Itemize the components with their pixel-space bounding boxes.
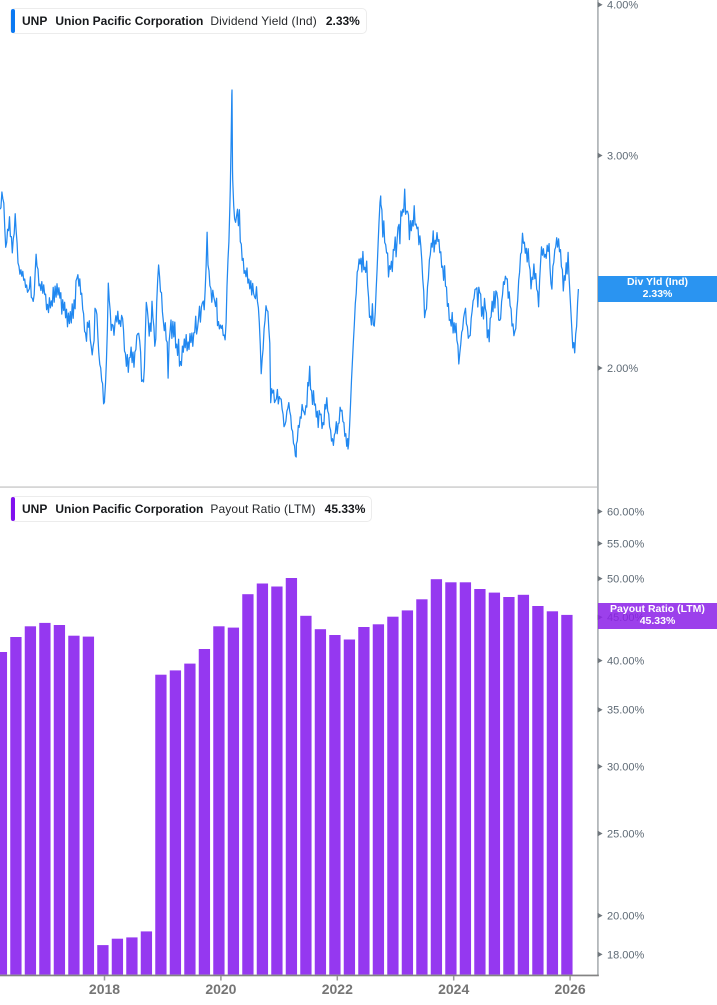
svg-text:35.00%: 35.00% bbox=[607, 705, 645, 717]
svg-text:2024: 2024 bbox=[438, 981, 469, 997]
svg-text:4.00%: 4.00% bbox=[607, 0, 638, 12]
svg-text:60.00%: 60.00% bbox=[607, 506, 645, 518]
svg-text:2026: 2026 bbox=[555, 981, 586, 997]
svg-text:30.00%: 30.00% bbox=[607, 761, 645, 773]
svg-text:20.00%: 20.00% bbox=[607, 911, 645, 923]
svg-text:2018: 2018 bbox=[89, 981, 120, 997]
svg-text:3.00%: 3.00% bbox=[607, 150, 638, 162]
svg-text:25.00%: 25.00% bbox=[607, 828, 645, 840]
svg-text:2.00%: 2.00% bbox=[607, 363, 638, 375]
svg-text:55.00%: 55.00% bbox=[607, 538, 645, 550]
svg-text:18.00%: 18.00% bbox=[607, 949, 645, 961]
svg-text:50.00%: 50.00% bbox=[607, 574, 645, 586]
svg-text:40.00%: 40.00% bbox=[607, 656, 645, 668]
svg-text:2020: 2020 bbox=[205, 981, 236, 997]
svg-text:2022: 2022 bbox=[322, 981, 353, 997]
